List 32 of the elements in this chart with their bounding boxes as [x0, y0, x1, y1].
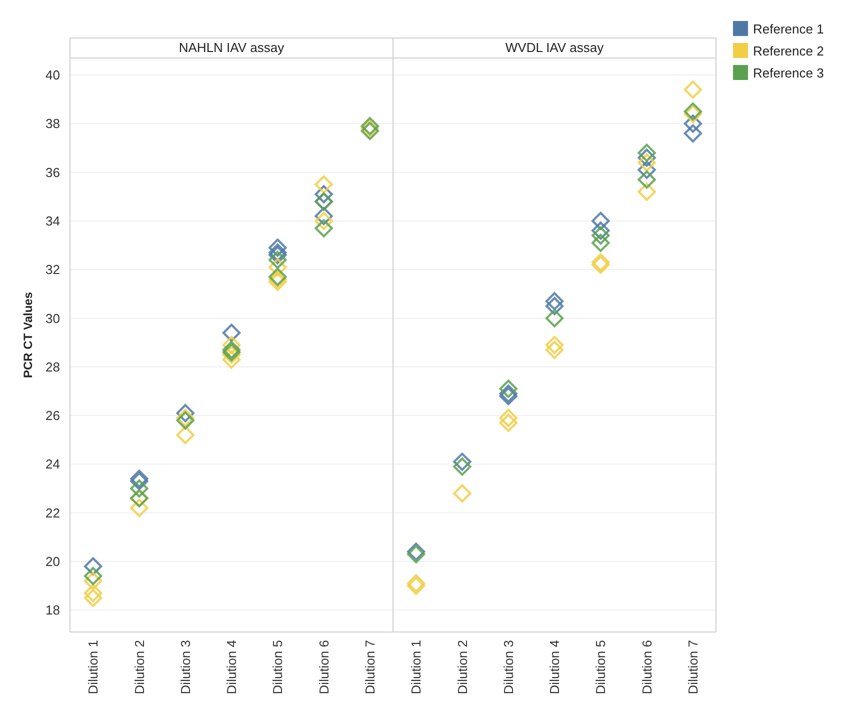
- x-tick-label: Dilution 4: [547, 640, 562, 694]
- legend-label: Reference 2: [753, 44, 824, 59]
- y-tick-label: 24: [46, 456, 60, 472]
- x-tick-label: Dilution 7: [685, 640, 700, 694]
- x-tick-label: Dilution 2: [132, 640, 147, 694]
- y-tick-label: 28: [46, 359, 60, 374]
- y-tick-label: 32: [46, 262, 60, 278]
- x-tick-label: Dilution 1: [86, 640, 101, 694]
- legend-label: Reference 3: [753, 66, 824, 81]
- x-tick-label: Dilution 5: [270, 640, 286, 694]
- y-tick-label: 30: [46, 310, 60, 326]
- y-tick-label: 18: [46, 602, 60, 618]
- x-tick-label: Dilution 4: [224, 640, 240, 694]
- x-tick-label: Dilution 6: [639, 640, 654, 694]
- y-tick-label: 20: [46, 554, 60, 570]
- x-tick-label: Dilution 5: [593, 640, 608, 694]
- x-tick-label: Dilution 2: [454, 640, 470, 694]
- x-tick-label: Dilution 7: [362, 640, 378, 694]
- x-tick-label: Dilution 1: [408, 640, 424, 694]
- x-tick-label: Dilution 6: [316, 640, 332, 694]
- chart-title: NAHLN IAV assay: [178, 40, 285, 55]
- legend-label: Reference 1: [753, 22, 824, 37]
- y-tick-label: 26: [46, 408, 60, 424]
- y-tick-label: 22: [46, 505, 60, 520]
- x-tick-label: Dilution 3: [500, 640, 516, 694]
- y-axis-title: PCR CT Values: [21, 292, 35, 378]
- y-tick-label: 40: [46, 68, 60, 83]
- y-tick-label: 38: [46, 116, 60, 132]
- chart-title: WVDL IAV assay: [505, 40, 604, 55]
- y-tick-label: 36: [46, 164, 60, 180]
- y-tick-label: 34: [46, 214, 60, 229]
- x-tick-label: Dilution 3: [178, 640, 193, 694]
